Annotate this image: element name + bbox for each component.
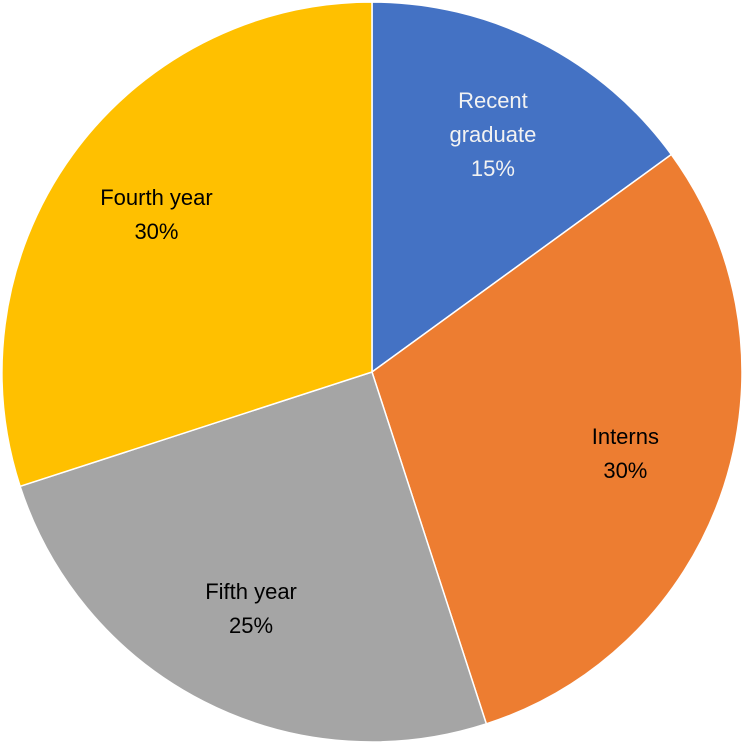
category-label: Fourth year [100, 185, 213, 211]
pie-slice [1, 1, 373, 488]
value-label: 30% [603, 458, 648, 484]
value-label: 30% [134, 219, 179, 245]
value-label: 25% [229, 613, 274, 639]
pie-slice [371, 153, 743, 725]
slice-label: Interns 30% [560, 420, 690, 488]
pie-slice [19, 371, 488, 743]
value-label: 15% [470, 155, 515, 181]
slice-label: Fourth year 30% [91, 181, 221, 249]
category-label: Recent graduate [449, 87, 537, 147]
slice-label: Recent graduate 15% [428, 84, 558, 186]
slice-label: Fifth year 25% [186, 575, 316, 643]
category-label: Fifth year [205, 579, 297, 605]
category-label: Interns [591, 424, 659, 450]
pie-slice [371, 1, 673, 374]
